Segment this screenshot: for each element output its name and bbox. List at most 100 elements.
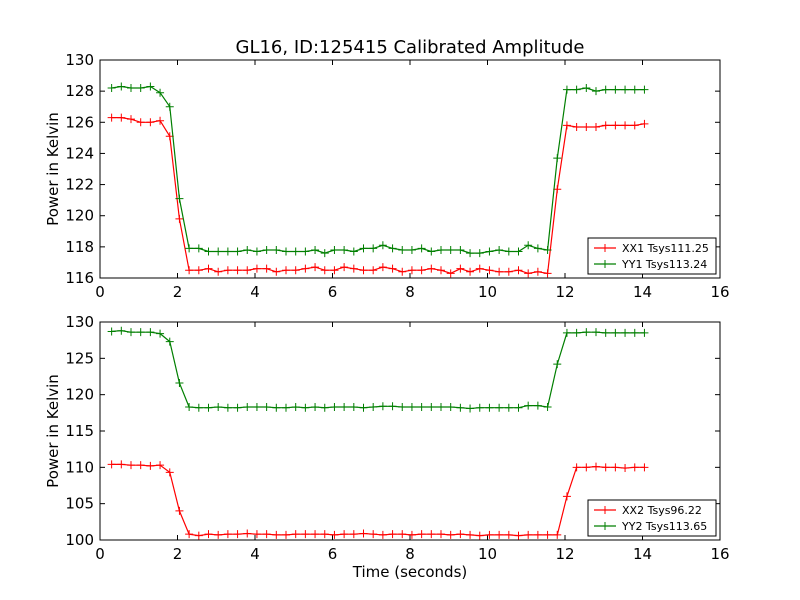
data-point — [194, 403, 203, 412]
data-point — [485, 403, 494, 412]
data-point — [398, 245, 407, 254]
data-point — [214, 247, 223, 256]
legend: XX1 Tsys111.25 YY1 Tsys113.24 — [587, 237, 717, 275]
data-point — [282, 403, 290, 412]
top-panel: 0 2 4 6 8 10 12 14 16 116 118 120 122 124 126 128 130 Pow… — [44, 51, 730, 301]
data-point — [204, 403, 213, 412]
data-point — [369, 266, 378, 275]
data-point — [407, 403, 416, 412]
data-point — [601, 121, 610, 130]
data-point — [524, 530, 533, 539]
data-point — [349, 264, 358, 273]
data-point — [185, 244, 194, 253]
data-point — [194, 266, 203, 275]
data-point — [127, 328, 135, 337]
data-point — [553, 530, 562, 539]
data-point — [630, 328, 639, 337]
legend-box — [587, 237, 717, 275]
data-point — [601, 463, 610, 472]
data-point — [592, 122, 600, 131]
data-point — [504, 403, 513, 412]
data-point — [621, 328, 630, 337]
x-tick-label: 8 — [405, 283, 415, 301]
data-point — [378, 263, 387, 272]
data-point — [543, 530, 552, 539]
data-point — [417, 266, 426, 275]
y-tick-label: 118 — [65, 238, 94, 256]
series-line — [111, 116, 645, 274]
data-point — [320, 530, 329, 539]
data-point — [340, 530, 349, 539]
data-point — [272, 403, 281, 412]
data-point — [107, 327, 116, 336]
data-point — [485, 266, 494, 275]
y-axis-label: Power in Kelvin — [44, 374, 62, 488]
data-point — [572, 463, 581, 472]
data-point — [601, 328, 610, 337]
data-point — [514, 531, 523, 540]
data-point — [156, 116, 165, 125]
data-point — [562, 492, 571, 501]
data-point — [446, 245, 455, 254]
data-point — [340, 403, 349, 412]
data-point — [340, 263, 349, 272]
figure-title: GL16, ID:125415 Calibrated Amplitude — [236, 37, 585, 58]
data-point — [233, 403, 242, 412]
series-line — [111, 463, 645, 537]
data-point — [185, 530, 194, 539]
data-point — [320, 249, 329, 258]
data-point — [291, 247, 300, 256]
x-tick-label: 8 — [405, 545, 415, 563]
legend-marker — [601, 244, 609, 252]
data-point — [407, 266, 416, 275]
data-point — [466, 267, 475, 276]
x-tick-label: 14 — [633, 283, 652, 301]
data-point — [369, 530, 378, 539]
data-point — [107, 460, 116, 469]
data-point — [378, 530, 387, 539]
data-point — [272, 267, 281, 276]
data-point — [136, 461, 145, 470]
x-tick-label: 2 — [173, 283, 183, 301]
data-point — [320, 266, 329, 275]
data-point — [524, 241, 533, 250]
data-point — [146, 328, 155, 337]
data-point — [156, 329, 165, 338]
legend-marker — [601, 260, 609, 268]
data-point — [437, 530, 445, 539]
x-tick-label: 16 — [710, 283, 729, 301]
data-point — [592, 462, 600, 471]
data-point — [611, 463, 620, 472]
data-point — [427, 264, 436, 273]
legend-label: XX2 Tsys96.22 — [622, 504, 702, 517]
y-tick-label: 122 — [65, 176, 94, 194]
data-point — [475, 264, 484, 273]
data-point — [262, 245, 271, 254]
data-point — [185, 403, 194, 412]
data-point — [495, 267, 504, 276]
data-point — [611, 121, 620, 130]
x-tick-label: 2 — [173, 545, 183, 563]
data-point — [320, 403, 329, 412]
data-point — [514, 266, 523, 275]
y-tick-label: 120 — [65, 207, 94, 225]
data-point — [223, 266, 232, 275]
data-point — [553, 360, 562, 369]
data-point — [311, 530, 320, 539]
data-point — [330, 266, 339, 275]
data-point — [252, 530, 261, 539]
legend-label: YY2 Tsys113.65 — [621, 520, 707, 533]
data-point — [349, 530, 358, 539]
data-point — [582, 463, 591, 472]
data-point — [272, 530, 281, 539]
data-point — [117, 460, 126, 469]
data-point — [398, 267, 407, 276]
data-point — [621, 121, 630, 130]
data-point — [204, 247, 213, 256]
bottom-panel: 0 2 4 6 8 10 12 14 16 100 105 110 115 120 125 130 Power … — [44, 313, 730, 581]
data-point — [146, 461, 155, 470]
data-point — [301, 530, 310, 539]
x-tick-label: 16 — [710, 545, 729, 563]
data-point — [446, 269, 455, 278]
data-point — [504, 530, 513, 539]
